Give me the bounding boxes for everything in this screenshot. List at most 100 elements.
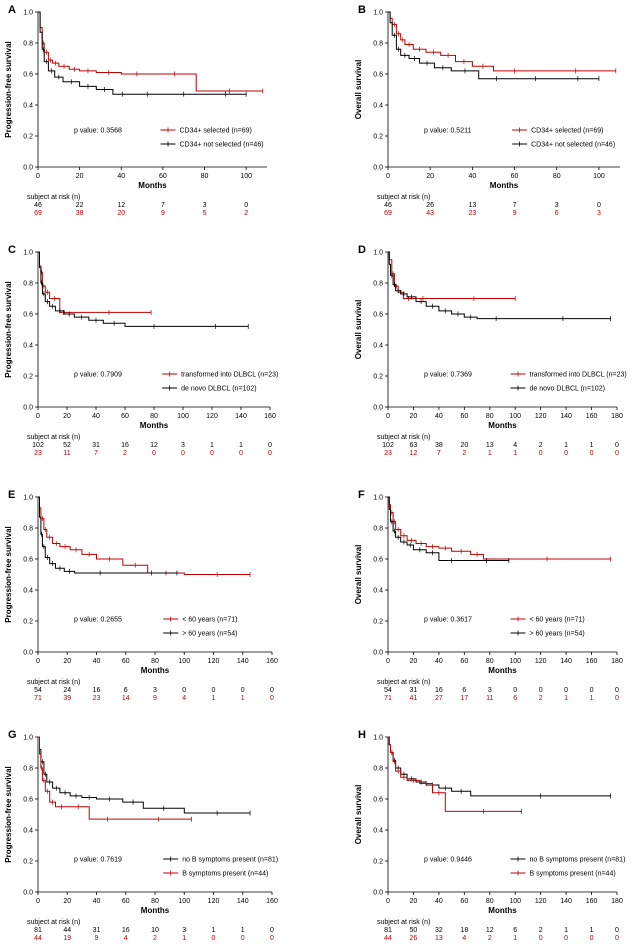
- risk-count: 0: [615, 695, 619, 702]
- risk-count: 0: [615, 442, 619, 449]
- y-tick-label: 1.0: [373, 250, 383, 257]
- survival-line-series-1: [38, 251, 152, 313]
- risk-count: 6: [124, 687, 128, 694]
- legend-entry-1: CD34+ selected (n=69): [531, 128, 603, 135]
- x-tick-label: 20: [63, 413, 71, 420]
- y-tick-label: 0.8: [373, 41, 383, 48]
- x-tick-label: 120: [535, 898, 547, 905]
- x-tick-label: 40: [468, 173, 476, 180]
- x-tick-label: 0: [36, 413, 40, 420]
- y-tick-label: 0.4: [373, 588, 383, 595]
- risk-count: 71: [34, 695, 42, 702]
- risk-table-label: subject at risk (n): [27, 919, 80, 926]
- x-tick-label: 140: [560, 413, 572, 420]
- risk-count: 69: [384, 210, 392, 217]
- x-tick-label: 120: [208, 898, 220, 905]
- risk-count: 0: [615, 935, 619, 942]
- risk-count: 18: [460, 927, 468, 934]
- survival-line-series-1: [388, 251, 516, 299]
- risk-count: 44: [384, 935, 392, 942]
- risk-count: 9: [153, 695, 157, 702]
- risk-count: 6: [513, 695, 517, 702]
- risk-count: 3: [181, 442, 185, 449]
- panel-letter: E: [8, 489, 15, 501]
- y-tick-label: 0.4: [23, 828, 33, 835]
- y-tick-label: 0.8: [373, 281, 383, 288]
- risk-count: 1: [590, 927, 594, 934]
- risk-count: 1: [590, 442, 594, 449]
- risk-count: 2: [153, 935, 157, 942]
- x-tick-label: 100: [593, 173, 605, 180]
- x-tick-label: 100: [509, 898, 521, 905]
- panel-h: H0.00.20.40.60.81.00 20 40 60 80 100 120 140 160…: [354, 729, 625, 942]
- risk-count: 12: [117, 202, 125, 209]
- x-tick-label: 20: [426, 173, 434, 180]
- legend-entry-1: transformed into DLBCL (n=23): [181, 372, 278, 379]
- panel-letter: C: [8, 244, 16, 256]
- y-tick-label: 0.6: [23, 72, 33, 79]
- risk-count: 1: [513, 450, 517, 457]
- y-tick-label: 0.0: [23, 890, 33, 897]
- risk-count: 0: [513, 687, 517, 694]
- y-tick-label: 0.6: [23, 797, 33, 804]
- risk-count: 4: [513, 442, 517, 449]
- x-tick-label: 0: [36, 898, 40, 905]
- risk-count: 1: [488, 450, 492, 457]
- risk-count: 0: [590, 687, 594, 694]
- y-tick-label: 0.2: [23, 619, 33, 626]
- survival-line-series-2: [388, 496, 509, 561]
- risk-count: 54: [34, 687, 42, 694]
- survival-line-series-1: [388, 736, 611, 797]
- legend-entry-1: < 60 years (n=71): [530, 617, 585, 624]
- risk-count: 0: [615, 687, 619, 694]
- legend-entry-2: > 60 years (n=54): [530, 631, 585, 638]
- risk-count: 1: [212, 695, 216, 702]
- risk-count: 44: [63, 927, 71, 934]
- risk-count: 1: [182, 935, 186, 942]
- y-axis-label: Overall survival: [354, 545, 363, 605]
- risk-count: 0: [564, 935, 568, 942]
- y-tick-label: 0.8: [373, 526, 383, 533]
- x-tick-label: 0: [36, 173, 40, 180]
- y-tick-label: 0.2: [373, 859, 383, 866]
- risk-count: 0: [539, 687, 543, 694]
- risk-count: 3: [488, 687, 492, 694]
- risk-count: 26: [410, 935, 418, 942]
- risk-table-label: subject at risk (n): [377, 194, 430, 201]
- risk-count: 52: [63, 442, 71, 449]
- p-value-label: p value: 0.2655: [74, 617, 122, 624]
- x-tick-label: 100: [509, 413, 521, 420]
- legend-entry-2: CD34+ not selected (n=46): [531, 142, 615, 149]
- risk-count: 0: [615, 450, 619, 457]
- p-value-label: p value: 0.3568: [74, 128, 122, 135]
- risk-count: 46: [34, 202, 42, 209]
- panel-letter: H: [358, 729, 366, 741]
- risk-count: 24: [63, 687, 71, 694]
- x-axis-label: Months: [490, 181, 519, 190]
- risk-count: 23: [384, 450, 392, 457]
- risk-count: 4: [182, 695, 186, 702]
- y-tick-label: 0.4: [373, 103, 383, 110]
- risk-count: 32: [435, 927, 443, 934]
- risk-count: 16: [93, 687, 101, 694]
- y-tick-label: 0.2: [23, 134, 33, 141]
- panel-letter: F: [358, 489, 365, 501]
- risk-count: 23: [34, 450, 42, 457]
- y-tick-label: 1.0: [23, 250, 33, 257]
- risk-count: 0: [268, 450, 272, 457]
- risk-count: 7: [161, 202, 165, 209]
- risk-count: 1: [212, 927, 216, 934]
- survival-line-series-1: [388, 11, 616, 72]
- panel-letter: G: [8, 729, 17, 741]
- risk-count: 1: [564, 927, 568, 934]
- risk-count: 6: [462, 687, 466, 694]
- risk-count: 1: [210, 442, 214, 449]
- y-axis-label: Progression-free survival: [4, 526, 13, 622]
- y-tick-label: 0.8: [23, 526, 33, 533]
- risk-count: 3: [597, 210, 601, 217]
- x-tick-label: 140: [560, 898, 572, 905]
- risk-count: 1: [513, 935, 517, 942]
- x-tick-label: 160: [586, 658, 598, 665]
- risk-table-label: subject at risk (n): [27, 434, 80, 441]
- risk-count: 63: [410, 442, 418, 449]
